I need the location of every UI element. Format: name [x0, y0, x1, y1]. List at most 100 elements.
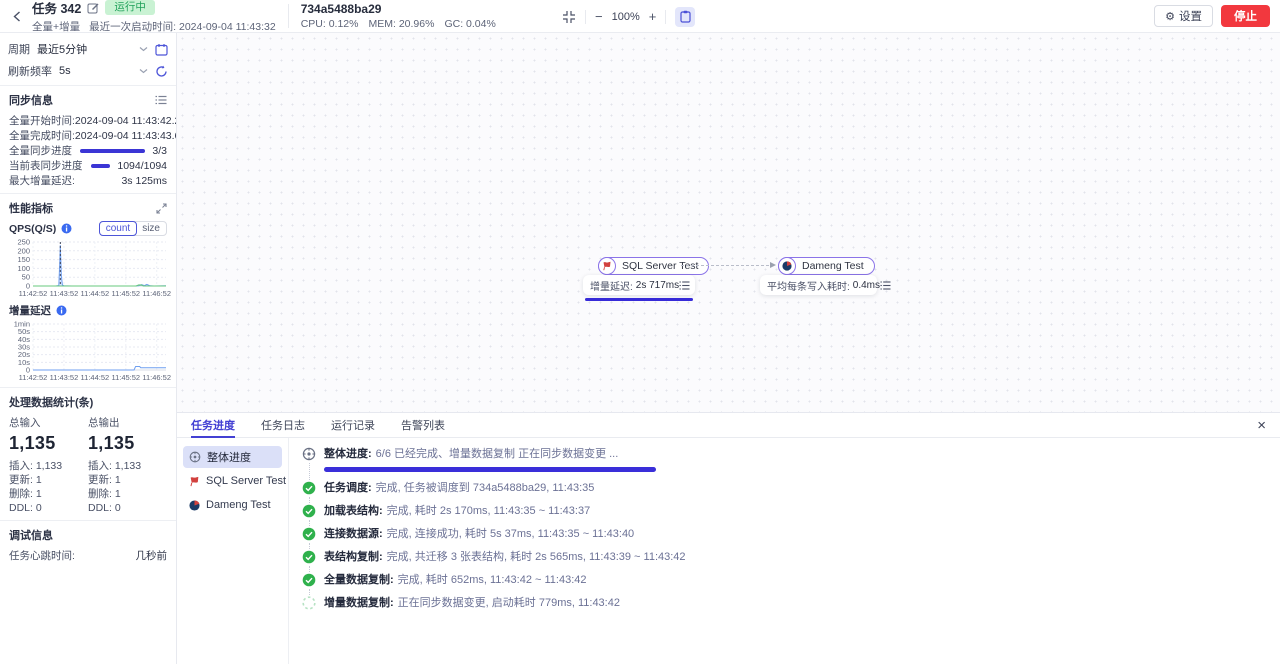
- tab-task-progress[interactable]: 任务进度: [191, 413, 235, 438]
- svg-text:150: 150: [17, 255, 30, 264]
- info-icon[interactable]: [56, 305, 67, 316]
- timeline-connector: [308, 543, 310, 549]
- stat-total: 1,135: [88, 433, 135, 453]
- panel-tabbar: 任务进度 任务日志 运行记录 告警列表 ×: [177, 413, 1280, 438]
- divider: [665, 9, 667, 24]
- stat-row: 删除: 1: [88, 488, 121, 500]
- calendar-icon[interactable]: [155, 43, 168, 56]
- heartbeat-label: 任务心跳时间:: [9, 550, 75, 562]
- status-badge: 运行中: [105, 0, 155, 15]
- tab-alert-list[interactable]: 告警列表: [401, 420, 445, 432]
- overall-progress-icon: [189, 451, 201, 463]
- step-text: 完成, 任务被调度到 734a5488ba29, 11:43:35: [375, 482, 595, 494]
- fit-view-button[interactable]: [562, 10, 576, 24]
- timeline-connector: [308, 589, 310, 595]
- svg-text:1min: 1min: [14, 320, 30, 329]
- refresh-rate-select[interactable]: 刷新频率 5s: [8, 60, 168, 82]
- sync-row: 当前表同步进度 1094/1094: [9, 158, 167, 173]
- step-label: 加载表结构:: [324, 505, 383, 517]
- toggle-size-button[interactable]: size: [142, 223, 160, 234]
- step-text: 完成, 共迁移 3 张表结构, 耗时 2s 565ms, 11:43:39 ~ …: [386, 551, 686, 563]
- row-label: 全量开始时间:: [9, 115, 75, 127]
- target-node[interactable]: Dameng Test: [778, 257, 875, 275]
- timeline-item-schedule: 任务调度: 完成, 任务被调度到 734a5488ba29, 11:43:35: [302, 481, 1280, 504]
- close-icon[interactable]: ×: [1257, 416, 1266, 434]
- divider: [585, 9, 586, 24]
- row-label: 当前表同步进度: [9, 160, 83, 172]
- source-metric-card: 增量延迟: 2s 717ms: [583, 275, 695, 295]
- source-node-label: SQL Server Test: [622, 260, 699, 272]
- step-text: 6/6 已经完成、增量数据复制 正在同步数据变更 ...: [375, 448, 619, 460]
- nav-item-dameng[interactable]: Dameng Test: [183, 494, 282, 516]
- nav-item-sqlserver[interactable]: SQL Server Test: [183, 470, 286, 492]
- svg-text:50: 50: [22, 273, 30, 282]
- expand-icon[interactable]: [156, 202, 167, 214]
- source-progress-bar: [585, 298, 693, 301]
- stat-header: 总输出: [88, 417, 120, 429]
- refresh-label: 刷新频率: [8, 66, 52, 78]
- period-value: 最近5分钟: [37, 44, 88, 56]
- svg-text:40s: 40s: [18, 335, 30, 344]
- refresh-icon[interactable]: [155, 65, 168, 78]
- page-title: 任务 342: [32, 2, 82, 16]
- metrics-sidebar: 周期 最近5分钟 刷新频率 5s: [0, 33, 177, 664]
- svg-text:11:42:52: 11:42:52: [19, 373, 48, 382]
- mem-metric: MEM: 20.96%: [368, 18, 435, 30]
- divider: [0, 193, 176, 194]
- stat-row: 更新: 1: [9, 474, 42, 486]
- header-actions: ⚙ 设置 停止: [1154, 5, 1280, 27]
- tab-task-log[interactable]: 任务日志: [261, 420, 305, 432]
- flow-canvas[interactable]: SQL Server Test Dameng Test 增量延迟: 2s 717…: [177, 33, 1280, 412]
- stats-title: 处理数据统计(条): [9, 397, 94, 409]
- info-icon[interactable]: [61, 223, 72, 234]
- stat-row: 删除: 1: [9, 488, 42, 500]
- stat-header: 总输入: [9, 417, 41, 429]
- list-icon[interactable]: [155, 95, 167, 105]
- detail-list-icon[interactable]: [679, 280, 690, 290]
- svg-text:11:45:52: 11:45:52: [111, 373, 140, 382]
- period-select[interactable]: 周期 最近5分钟: [8, 38, 168, 60]
- nav-item-overall[interactable]: 整体进度: [183, 446, 282, 468]
- svg-text:200: 200: [17, 246, 30, 255]
- svg-text:20s: 20s: [18, 350, 30, 359]
- last-start-time: 最近一次启动时间: 2024-09-04 11:43:32: [89, 21, 276, 33]
- progress-bar: [90, 163, 111, 168]
- sync-row: 全量完成时间: 2024-09-04 11:43:43.678: [9, 128, 176, 143]
- toggle-count-button[interactable]: count: [98, 221, 138, 236]
- check-circle-icon: [302, 504, 316, 518]
- sync-mode-label: 全量+增量: [32, 21, 81, 33]
- timeline-item-schema-copy: 表结构复制: 完成, 共迁移 3 张表结构, 耗时 2s 565ms, 11:43…: [302, 550, 1280, 573]
- top-header: 任务 342 运行中 全量+增量 最近一次启动时间: 2024-09-04 11…: [0, 0, 1280, 33]
- metrics-panel-toggle[interactable]: [675, 6, 696, 27]
- row-value: 3/3: [152, 144, 167, 157]
- svg-text:30s: 30s: [18, 343, 30, 352]
- edit-icon[interactable]: [87, 2, 99, 14]
- row-label: 全量完成时间:: [9, 130, 75, 142]
- svg-text:11:43:52: 11:43:52: [50, 289, 79, 298]
- task-progress-panel: 任务进度 任务日志 运行记录 告警列表 × 整体进度 SQL Server Te…: [177, 412, 1280, 664]
- stop-button[interactable]: 停止: [1221, 5, 1270, 27]
- clipboard-icon: [680, 10, 691, 23]
- delay-label: 增量延迟: [9, 305, 51, 317]
- qps-label: QPS(Q/S): [9, 222, 57, 235]
- zoom-out-button[interactable]: −: [595, 9, 603, 24]
- refresh-value: 5s: [59, 65, 71, 77]
- period-label: 周期: [8, 44, 30, 56]
- settings-button[interactable]: ⚙ 设置: [1154, 5, 1213, 27]
- zoom-in-button[interactable]: +: [648, 9, 657, 24]
- svg-text:0: 0: [26, 282, 30, 291]
- step-text: 完成, 耗时 2s 170ms, 11:43:35 ~ 11:43:37: [386, 505, 591, 517]
- source-node[interactable]: SQL Server Test: [598, 257, 710, 275]
- performance-title: 性能指标: [9, 203, 53, 215]
- metric-value: 2s 717ms: [635, 279, 680, 291]
- metric-value: 0.4ms: [852, 279, 881, 291]
- stat-row: 插入: 1,133: [88, 460, 142, 472]
- detail-list-icon[interactable]: [880, 280, 891, 290]
- back-button[interactable]: [8, 7, 26, 25]
- progress-bar: [80, 148, 146, 153]
- sync-info-title: 同步信息: [9, 95, 53, 107]
- dameng-icon: [778, 257, 796, 275]
- tab-run-records[interactable]: 运行记录: [331, 420, 375, 432]
- divider: [0, 85, 176, 86]
- chevron-down-icon: [139, 68, 148, 74]
